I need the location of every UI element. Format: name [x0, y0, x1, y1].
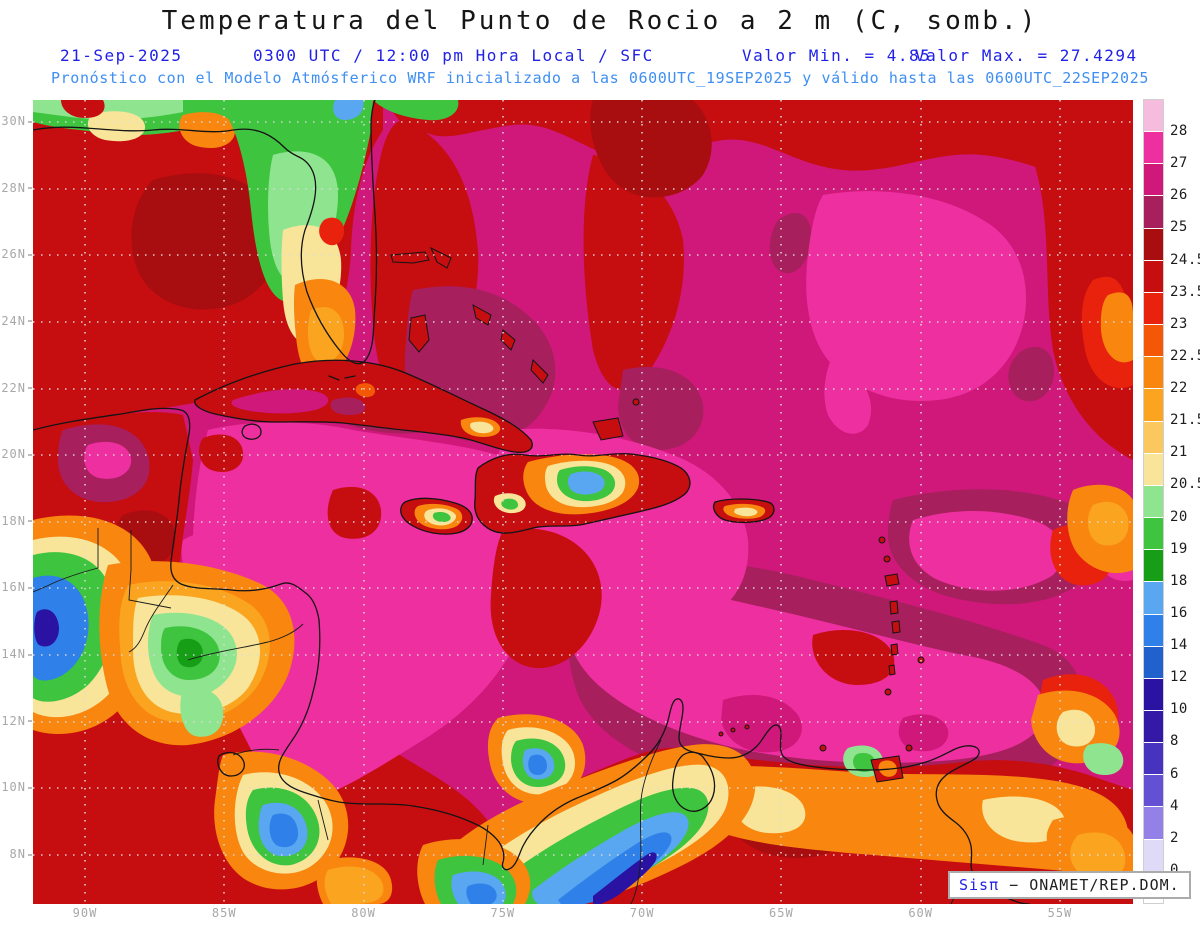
lat-tick-label: 18N — [1, 514, 32, 528]
lat-tick-label: 14N — [1, 647, 32, 661]
colorbar-segment — [1144, 709, 1163, 743]
valid-date: 21-Sep-2025 — [60, 46, 183, 65]
colorbar-segment — [1144, 613, 1163, 646]
colorbar-segment — [1144, 742, 1163, 775]
colorbar-tick-label: 8 — [1170, 733, 1179, 750]
colorbar-segment — [1144, 581, 1163, 614]
lon-tick-label: 90W — [72, 906, 98, 920]
colorbar-tick-label: 28 — [1170, 123, 1188, 140]
colorbar-tick-label: 20.5 — [1170, 476, 1200, 493]
colorbar — [1143, 99, 1164, 904]
colorbar-segment — [1144, 838, 1163, 871]
lat-tick-label: 20N — [1, 447, 32, 461]
subtitle-row: 21-Sep-2025 0300 UTC / 12:00 pm Hora Loc… — [0, 46, 1200, 66]
colorbar-tick-label: 26 — [1170, 187, 1188, 204]
colorbar-segment — [1144, 259, 1163, 292]
map-panel — [33, 100, 1133, 904]
colorbar-tick-label: 4 — [1170, 797, 1179, 814]
lat-tick-label: 24N — [1, 314, 32, 328]
attribution-box: Sisπ − ONAMET/REP.DOM. — [948, 871, 1191, 899]
page-title: Temperatura del Punto de Rocio a 2 m (C,… — [161, 6, 1039, 36]
colorbar-segment — [1144, 806, 1163, 839]
colorbar-segment — [1144, 420, 1163, 453]
latitude-axis: 30N 28N 26N 24N 22N 20N 18N 16N 14N 12N 10N 8N — [0, 0, 33, 927]
colorbar-tick-label: 20 — [1170, 508, 1188, 525]
value-min: Valor Min. = 4.85 — [742, 46, 932, 65]
colorbar-segment — [1144, 195, 1163, 228]
colorbar-segment — [1144, 484, 1163, 518]
forecast-note: Pronóstico con el Modelo Atmósferico WRF… — [51, 69, 1149, 87]
colorbar-segment — [1144, 100, 1163, 132]
lon-tick-label: 55W — [1047, 906, 1073, 920]
colorbar-tick-label: 27 — [1170, 155, 1188, 172]
lon-tick-label: 85W — [211, 906, 237, 920]
lat-tick-label: 10N — [1, 780, 32, 794]
colorbar-segment — [1144, 388, 1163, 421]
colorbar-segment — [1144, 774, 1163, 807]
lat-tick-label: 8N — [10, 847, 32, 861]
colorbar-tick-label: 2 — [1170, 829, 1179, 846]
colorbar-tick-label: 23.5 — [1170, 283, 1200, 300]
colorbar-tick-label: 22.5 — [1170, 347, 1200, 364]
colorbar-labels: 2827262524.523.52322.52221.52120.5201918… — [1170, 100, 1200, 910]
map-svg — [33, 100, 1133, 904]
colorbar-segment — [1144, 356, 1163, 389]
value-max: Valor Max. = 27.4294 — [915, 46, 1138, 65]
colorbar-tick-label: 10 — [1170, 701, 1188, 718]
colorbar-tick-label: 18 — [1170, 572, 1188, 589]
colorbar-tick-label: 6 — [1170, 765, 1179, 782]
colorbar-segment — [1144, 452, 1163, 485]
longitude-axis: 90W 85W 80W 75W 70W 65W 60W 55W — [0, 906, 1200, 924]
colorbar-segment — [1144, 227, 1163, 260]
valid-time: 0300 UTC / 12:00 pm Hora Local / SFC — [253, 46, 654, 65]
attribution-text: − ONAMET/REP.DOM. — [1009, 876, 1180, 894]
colorbar-tick-label: 19 — [1170, 540, 1188, 557]
colorbar-tick-label: 0 — [1170, 861, 1179, 878]
lon-tick-label: 80W — [351, 906, 376, 920]
lat-tick-label: 30N — [1, 114, 32, 128]
lon-tick-label: 65W — [769, 906, 794, 920]
colorbar-segment — [1144, 163, 1163, 196]
colorbar-tick-label: 24.5 — [1170, 251, 1200, 268]
colorbar-tick-label: 25 — [1170, 219, 1188, 236]
colorbar-segment — [1144, 517, 1163, 550]
lon-tick-label: 60W — [908, 906, 934, 920]
colorbar-segment — [1144, 677, 1163, 710]
brand-logo: Sisπ — [959, 876, 1000, 894]
lat-tick-label: 26N — [1, 247, 32, 261]
colorbar-segment — [1144, 131, 1163, 164]
lon-tick-label: 70W — [629, 906, 655, 920]
colorbar-tick-label: 22 — [1170, 380, 1188, 397]
lat-tick-label: 22N — [1, 381, 32, 395]
lat-tick-label: 28N — [1, 181, 32, 195]
colorbar-segment — [1144, 549, 1163, 582]
colorbar-tick-label: 23 — [1170, 315, 1188, 332]
lat-tick-label: 12N — [1, 714, 32, 728]
colorbar-tick-label: 12 — [1170, 669, 1188, 686]
colorbar-tick-label: 21.5 — [1170, 412, 1200, 429]
colorbar-tick-label: 21 — [1170, 444, 1188, 461]
colorbar-segment — [1144, 291, 1163, 325]
colorbar-tick-label: 16 — [1170, 604, 1188, 621]
lat-tick-label: 16N — [1, 580, 32, 594]
colorbar-segment — [1144, 324, 1163, 357]
colorbar-tick-label: 14 — [1170, 637, 1188, 654]
lon-tick-label: 75W — [490, 906, 516, 920]
colorbar-segment — [1144, 645, 1163, 678]
